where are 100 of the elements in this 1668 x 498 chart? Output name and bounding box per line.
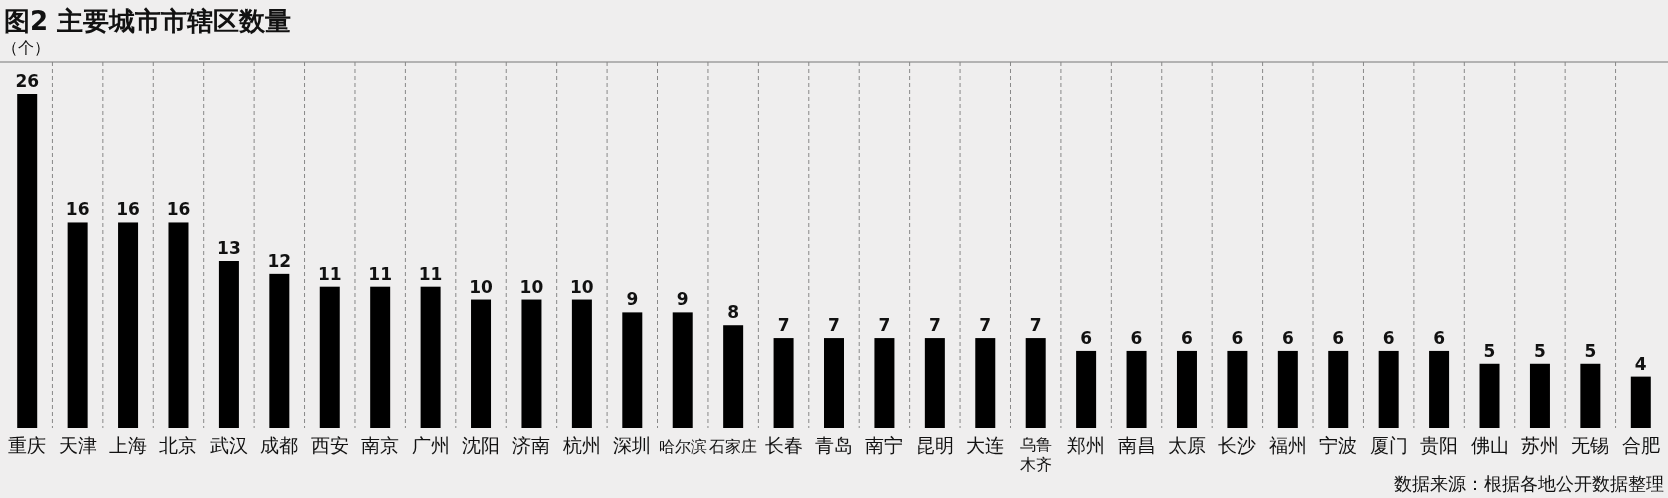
data-label: 5	[1534, 340, 1546, 361]
x-tick-label: 南京	[361, 434, 400, 456]
x-tick-label: 沈阳	[462, 434, 501, 456]
bar	[975, 338, 996, 428]
x-tick-label: 广州	[411, 434, 450, 456]
bar	[1580, 363, 1601, 428]
data-label: 16	[116, 199, 140, 220]
bar	[1176, 350, 1197, 428]
y-axis-title: （个）	[2, 38, 50, 57]
x-tick-label: 成都	[260, 434, 299, 456]
data-label: 6	[1231, 327, 1244, 348]
data-label: 11	[418, 263, 443, 284]
bar	[17, 94, 38, 428]
data-label: 5	[1584, 340, 1597, 361]
data-label: 26	[15, 71, 40, 91]
bar	[874, 338, 895, 428]
bar	[1429, 350, 1450, 428]
bar	[1479, 363, 1500, 428]
x-tick-label: 南宁	[865, 434, 904, 456]
x-tick-label: 西安	[310, 434, 349, 456]
x-tick-label: 哈尔滨	[658, 437, 707, 456]
x-tick-label: 佛山	[1470, 434, 1509, 456]
data-label: 13	[217, 238, 241, 258]
bar	[319, 286, 340, 428]
x-tick-label: 长沙	[1218, 434, 1257, 456]
x-tick-label: 长春	[764, 434, 803, 456]
data-label: 10	[469, 276, 494, 297]
bar	[924, 338, 945, 428]
data-label: 16	[65, 199, 90, 220]
data-label: 8	[727, 302, 740, 323]
bar	[1126, 350, 1147, 428]
source-note: 数据来源：根据各地公开数据整理	[1394, 473, 1664, 494]
bar	[218, 261, 239, 428]
x-tick-label: 天津	[58, 434, 97, 456]
data-label: 11	[317, 263, 342, 284]
bar	[118, 222, 139, 428]
data-label: 7	[878, 315, 891, 336]
chart-title: 图2 主要城市市辖区数量	[4, 6, 292, 36]
x-tick-label: 石家庄	[709, 437, 758, 456]
bar	[370, 286, 391, 428]
data-label: 9	[626, 289, 639, 310]
x-tick-label: 重庆	[8, 434, 47, 456]
x-tick-label: 杭州	[561, 434, 601, 456]
x-tick-label: 深圳	[613, 434, 652, 456]
bar	[571, 299, 592, 428]
bar	[824, 338, 844, 428]
bar	[168, 222, 189, 428]
data-label: 16	[166, 199, 191, 220]
x-tick-label: 南昌	[1117, 434, 1156, 456]
bar	[1227, 350, 1248, 428]
data-label: 7	[828, 315, 840, 336]
data-label: 6	[1181, 327, 1193, 348]
bar	[1025, 338, 1046, 428]
data-label: 5	[1483, 340, 1496, 361]
x-tick-label: 贵阳	[1420, 434, 1459, 456]
bar	[521, 299, 542, 428]
data-label: 6	[1332, 327, 1345, 348]
data-label: 10	[519, 276, 544, 297]
x-tick-label: 厦门	[1369, 434, 1408, 456]
bar	[1529, 363, 1550, 428]
bar	[1328, 350, 1349, 428]
x-tick-label: 上海	[109, 434, 148, 456]
data-label: 4	[1634, 353, 1647, 374]
bar	[1378, 350, 1399, 428]
data-label: 6	[1382, 327, 1395, 348]
x-tick-label: 太原	[1167, 434, 1206, 456]
bar	[773, 338, 794, 428]
data-label: 6	[1281, 327, 1294, 348]
data-label: 6	[1080, 327, 1093, 348]
x-tick-label: 昆明	[915, 434, 954, 456]
x-tick-label: 大连	[966, 434, 1005, 456]
x-tick-label: 合肥	[1621, 434, 1660, 456]
bar	[420, 286, 441, 428]
x-tick-label: 苏州	[1520, 434, 1559, 456]
bar	[269, 273, 290, 428]
bar	[471, 299, 492, 428]
data-label: 7	[979, 315, 992, 336]
x-tick-label: 北京	[159, 434, 198, 456]
x-tick-label: 济南	[512, 434, 551, 456]
bar	[1277, 350, 1298, 428]
bar	[1076, 350, 1097, 428]
bar	[672, 312, 693, 428]
x-tick-label: 福州	[1268, 434, 1307, 456]
data-label: 7	[1029, 315, 1042, 336]
x-tick-label: 宁波	[1319, 434, 1358, 456]
data-label: 7	[928, 315, 941, 336]
data-label: 7	[777, 315, 790, 336]
bar	[67, 222, 88, 428]
x-tick-label: 无锡	[1571, 434, 1610, 456]
data-label: 11	[368, 263, 393, 284]
data-label: 6	[1433, 327, 1446, 348]
data-label: 9	[676, 289, 689, 310]
data-label: 6	[1130, 327, 1143, 348]
x-tick-label: 乌鲁木齐	[1019, 435, 1052, 474]
bar	[622, 312, 643, 428]
x-tick-label: 武汉	[209, 434, 248, 456]
x-tick-label: 青岛	[815, 434, 853, 456]
x-tick-label: 郑州	[1067, 434, 1106, 456]
bar	[723, 325, 744, 428]
bar	[1630, 376, 1651, 428]
